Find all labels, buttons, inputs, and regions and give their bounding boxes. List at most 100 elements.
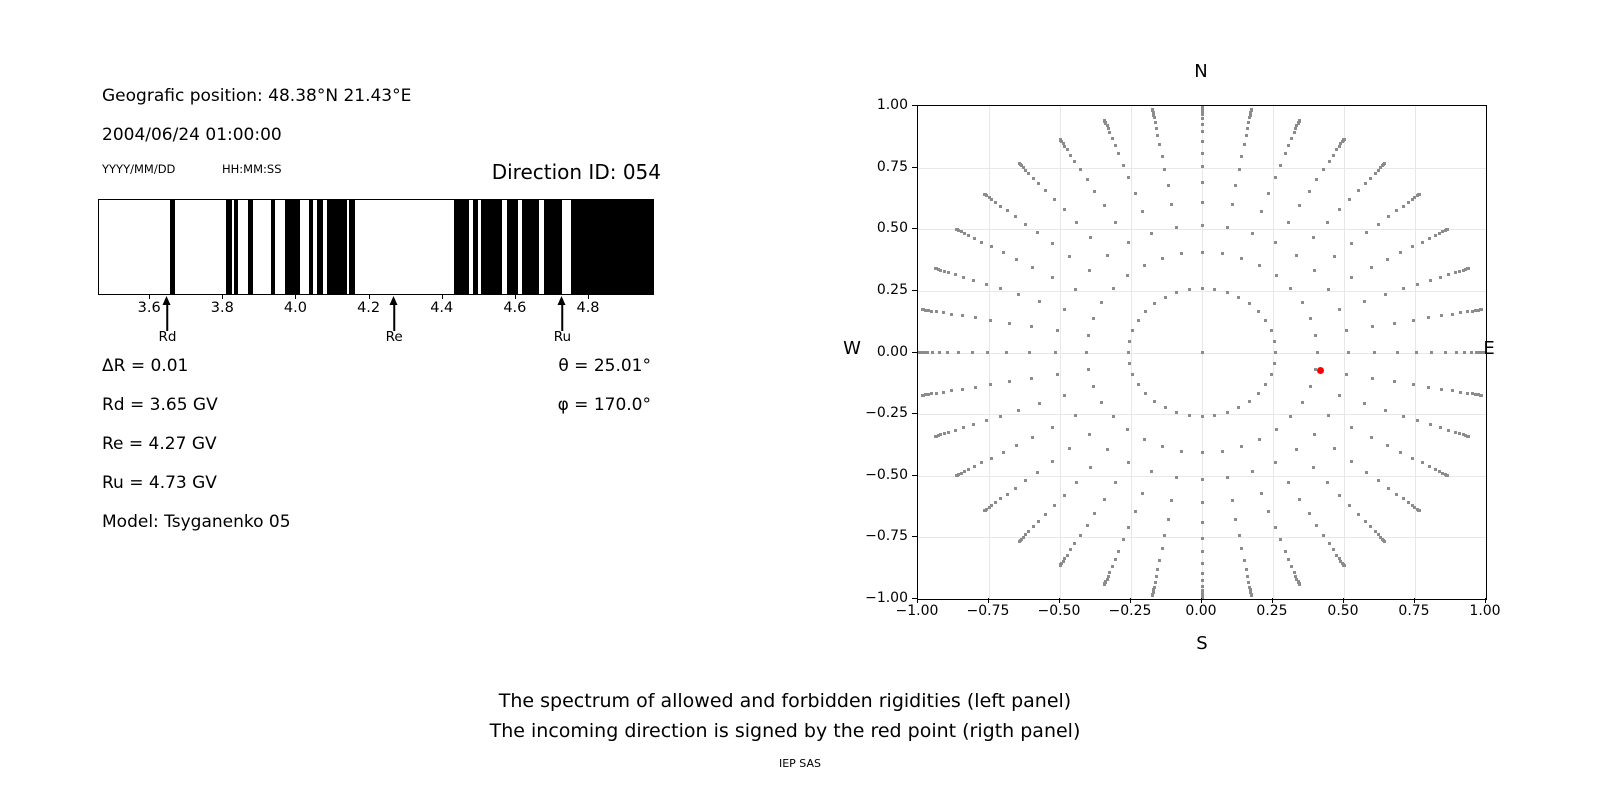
scatter-dot xyxy=(1446,474,1450,478)
scatter-dot xyxy=(1103,582,1107,586)
scatter-dot xyxy=(1464,434,1468,438)
scatter-dot xyxy=(1114,481,1118,484)
cutoff-marker-label: Ru xyxy=(553,329,572,345)
scatter-dot xyxy=(933,266,937,270)
scatter-dot xyxy=(1144,309,1148,313)
scatter-dot xyxy=(1256,392,1260,396)
scatter-dot xyxy=(1128,362,1132,366)
scatter-dot xyxy=(1160,154,1164,158)
scatter-dot xyxy=(989,456,993,460)
scatter-dot xyxy=(1411,456,1415,460)
scatter-dot xyxy=(1279,163,1283,167)
scatter-dot xyxy=(986,351,990,354)
scatter-dot xyxy=(1290,565,1294,569)
scatter-dot xyxy=(990,504,994,508)
scatter-dot xyxy=(1290,136,1294,140)
scatter-dot xyxy=(1005,492,1009,496)
scatter-dot xyxy=(1395,492,1399,496)
scatter-dot xyxy=(1480,308,1484,312)
scatter-dot xyxy=(1156,133,1160,137)
scatter-dot xyxy=(1453,431,1457,434)
x-tick-mark xyxy=(988,598,989,603)
x-tick-label: 3.6 xyxy=(137,300,161,316)
scatter-dot xyxy=(999,204,1003,208)
scatter-dot xyxy=(1093,189,1097,193)
scatter-dot xyxy=(1342,564,1346,568)
scatter-dot xyxy=(1465,391,1469,395)
scatter-dot xyxy=(1220,252,1224,256)
scatter-dot xyxy=(1274,427,1278,431)
x-tick-mark xyxy=(368,294,370,299)
x-tick-label: 0.00 xyxy=(1185,603,1217,619)
scatter-dot xyxy=(1309,316,1313,320)
scatter-dot xyxy=(1410,504,1414,508)
scatter-dot xyxy=(1200,112,1204,116)
x-tick-mark xyxy=(149,294,151,299)
forbidden-band xyxy=(522,200,540,294)
x-tick-mark xyxy=(588,294,589,299)
scatter-dot xyxy=(1044,512,1048,516)
scatter-dot xyxy=(1414,351,1418,354)
scatter-dot xyxy=(1267,510,1271,514)
scatter-dot xyxy=(1326,221,1330,225)
scatter-dot xyxy=(1062,208,1066,212)
scatter-dot xyxy=(942,432,946,436)
scatter-dot xyxy=(1295,124,1299,128)
scatter-dot xyxy=(920,393,924,397)
scatter-dot xyxy=(1073,414,1077,418)
y-tick-mark xyxy=(912,105,917,106)
scatter-dot xyxy=(1477,393,1481,397)
scatter-dot xyxy=(1187,413,1191,417)
forbidden-band xyxy=(326,200,347,294)
grid-line-horizontal xyxy=(918,475,1486,477)
scatter-dot xyxy=(1379,166,1383,170)
scatter-dot xyxy=(1337,144,1341,148)
x-tick-label: −0.75 xyxy=(966,603,1010,619)
x-tick-mark xyxy=(1201,598,1202,603)
scatter-dot xyxy=(987,196,991,200)
scatter-dot xyxy=(1269,372,1273,376)
scatter-dot xyxy=(1420,240,1424,244)
scatter-dot xyxy=(1106,253,1110,257)
scatter-dot xyxy=(1052,503,1056,507)
cutoff-marker-arrowhead xyxy=(389,296,398,305)
scatter-dot xyxy=(1426,385,1430,389)
scatter-dot xyxy=(950,389,954,393)
scatter-dot xyxy=(1300,401,1304,405)
scatter-dot xyxy=(1307,512,1311,516)
scatter-dot xyxy=(1024,479,1028,483)
scatter-dot xyxy=(1267,191,1271,195)
scatter-dot xyxy=(1166,518,1170,521)
scatter-dot xyxy=(1458,311,1462,315)
scatter-dot xyxy=(1017,539,1021,543)
scatter-dot xyxy=(1337,394,1341,398)
scatter-dot xyxy=(920,308,924,312)
y-tick-mark xyxy=(912,289,917,291)
scatter-dot xyxy=(1461,433,1465,437)
scatter-dot xyxy=(1200,287,1204,291)
cutoff-marker-label: Rd xyxy=(158,329,177,345)
scatter-dot xyxy=(960,314,964,318)
scatter-dot xyxy=(1133,191,1137,195)
scatter-dot xyxy=(1200,109,1204,113)
scatter-dot xyxy=(1395,351,1399,354)
scatter-dot xyxy=(1158,142,1162,146)
scatter-dot xyxy=(1258,264,1262,268)
scatter-dot xyxy=(1411,318,1415,322)
scatter-dot xyxy=(1100,300,1104,304)
scatter-dot xyxy=(1037,299,1041,303)
scatter-dot xyxy=(1074,221,1078,225)
scatter-dot xyxy=(1410,197,1414,201)
scatter-dot xyxy=(967,234,971,238)
scatter-dot xyxy=(1089,236,1093,239)
cutoff-marker-arrowhead xyxy=(557,296,566,305)
scatter-dot xyxy=(980,461,984,465)
scatter-dot xyxy=(957,351,961,354)
scatter-dot xyxy=(1014,444,1018,448)
scatter-dot xyxy=(1401,497,1405,501)
scatter-dot xyxy=(1068,254,1071,258)
scatter-dot xyxy=(1441,230,1445,234)
x-tick-label: 0.25 xyxy=(1256,603,1288,619)
y-tick-mark xyxy=(912,413,917,415)
y-tick-label: 0.50 xyxy=(876,220,908,237)
